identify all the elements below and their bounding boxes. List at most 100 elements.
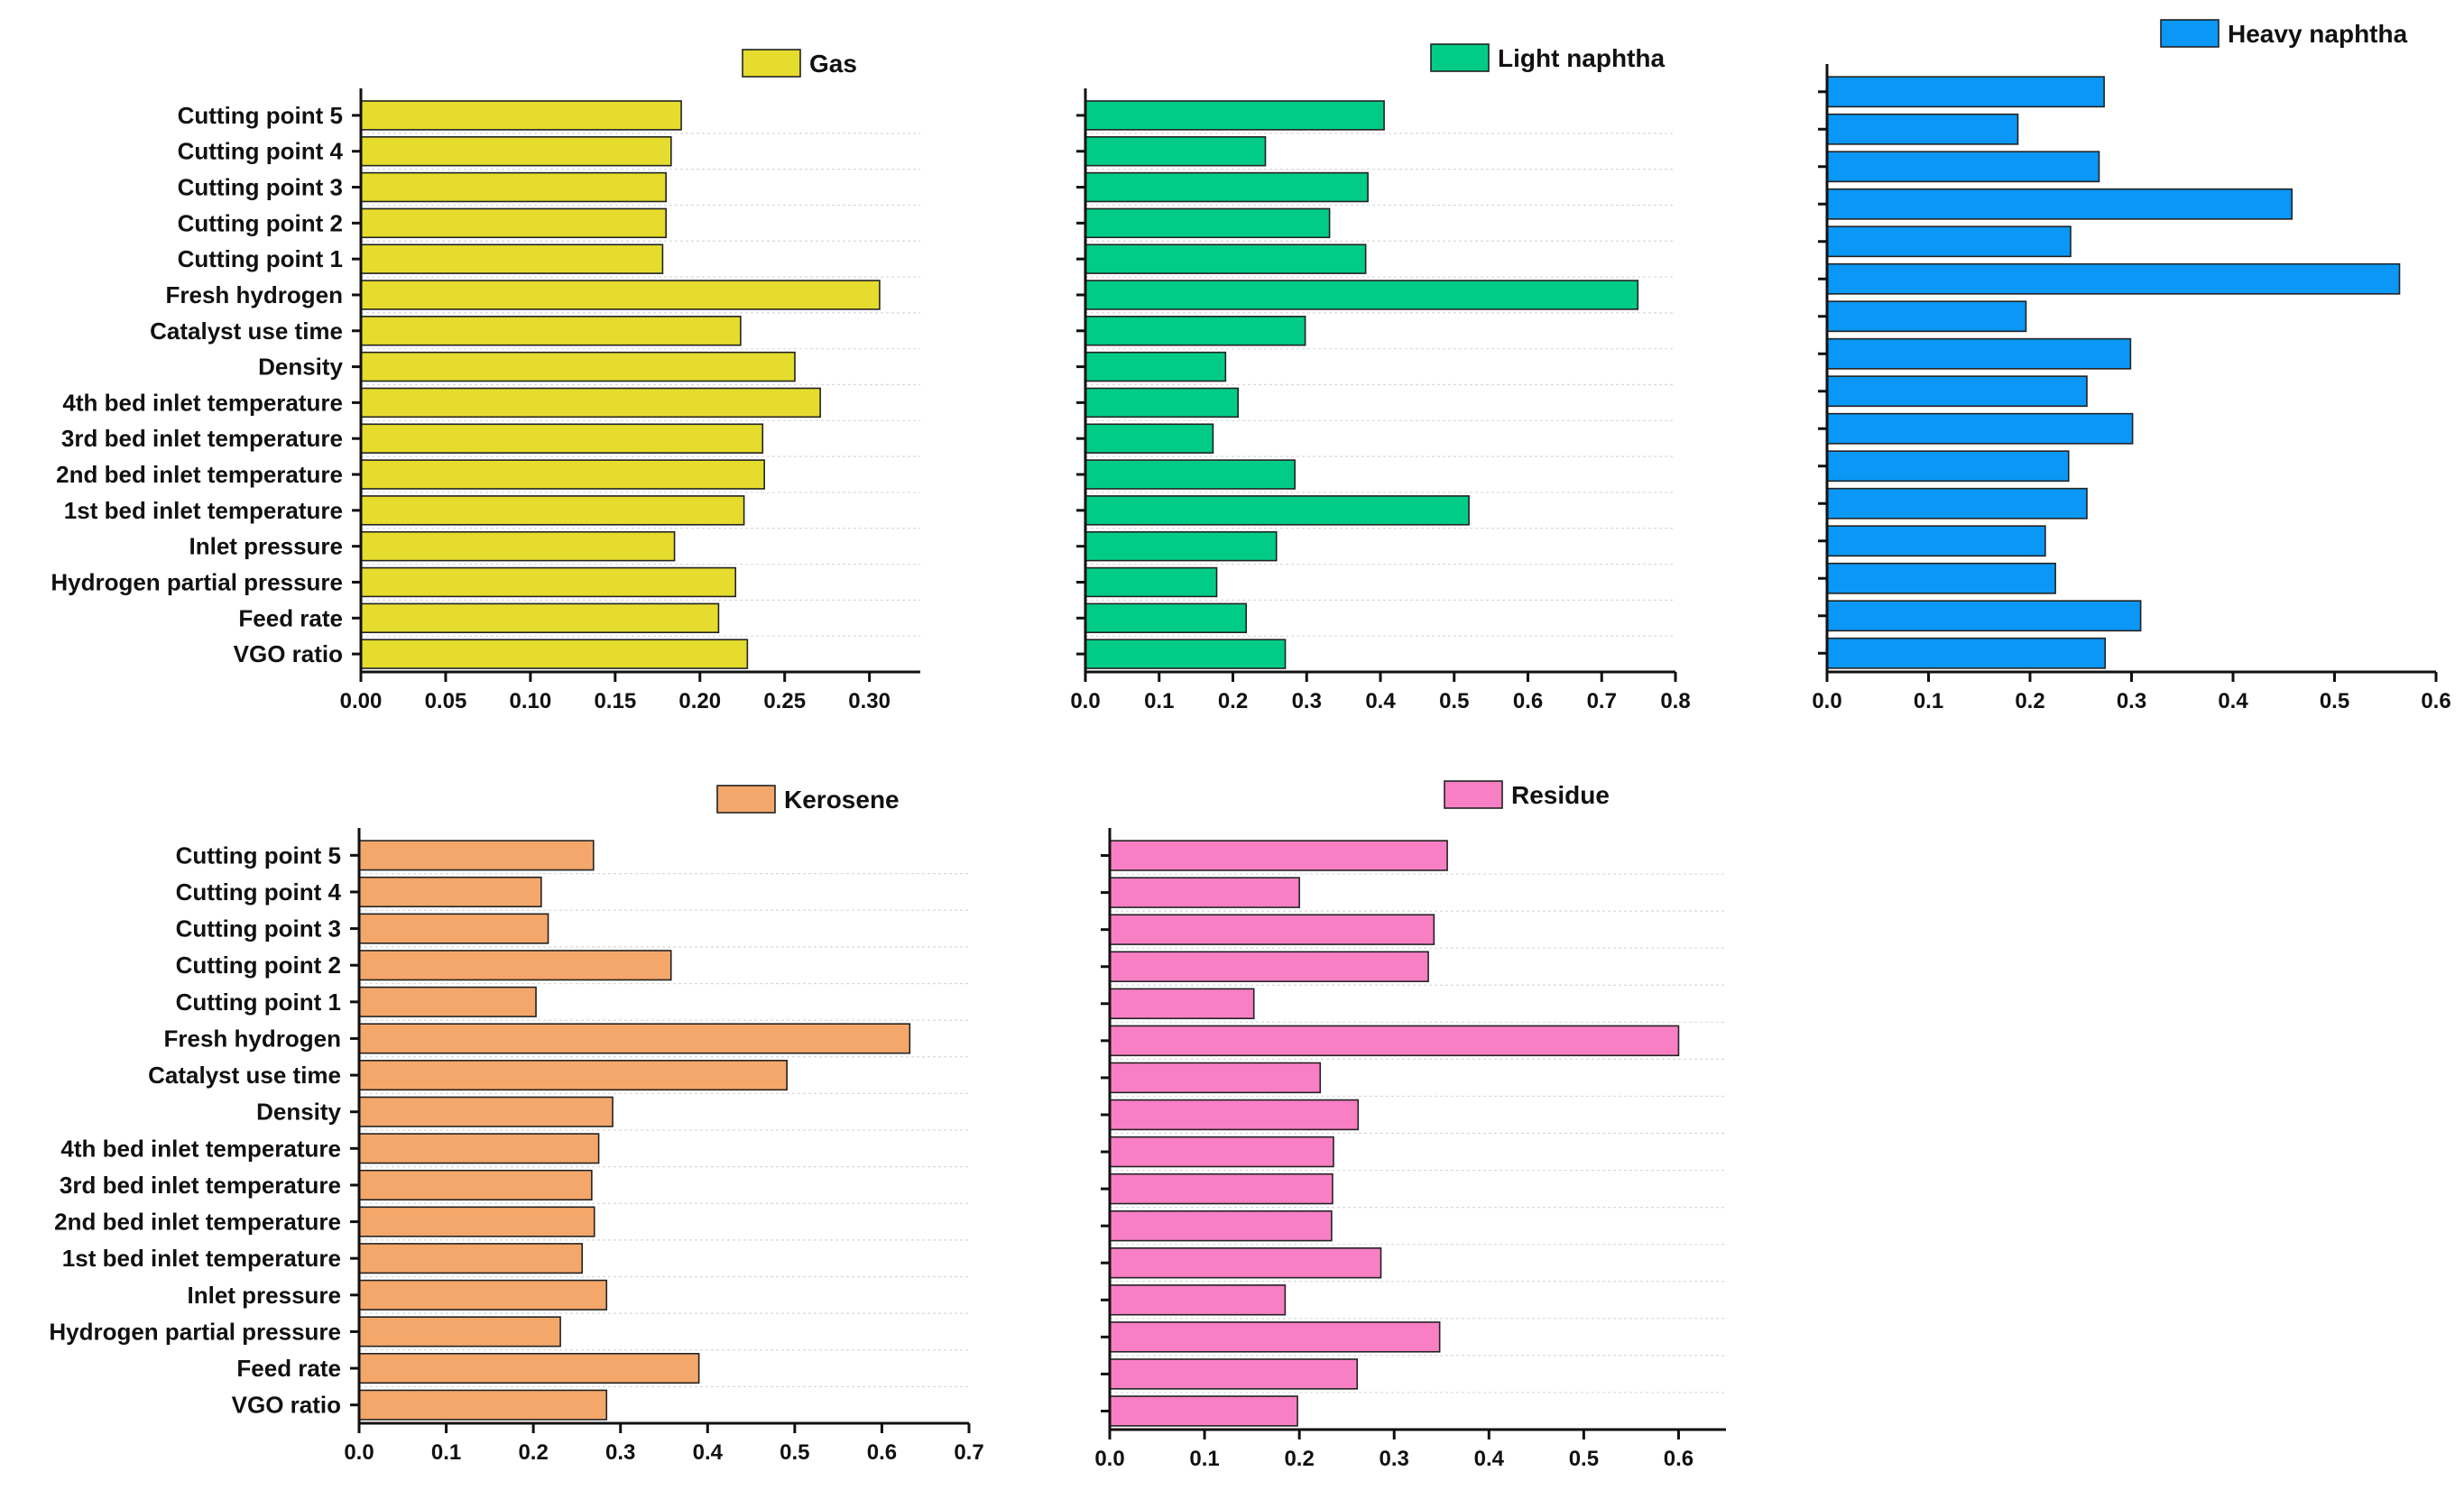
x-tick-label: 0.0 [1812,689,1841,713]
x-tick-label: 0.1 [431,1440,461,1465]
bar[interactable]: Hydrogen partial pressure: 0.348 [1109,1321,1441,1353]
legend-label: Heavy naphtha [2228,20,2408,48]
bar[interactable]: Cutting point 4: 0.183 [360,135,672,167]
bar[interactable]: Inlet pressure: 0.259 [1084,530,1278,562]
bar[interactable]: 3rd bed inlet temperature: 0.237 [360,423,764,454]
category-label: Density [258,354,343,381]
bar[interactable]: Cutting point 1: 0.178 [360,244,664,274]
bar[interactable]: Inlet pressure: 0.284 [358,1279,608,1311]
x-tick-label: 0.2 [518,1440,548,1465]
bar[interactable]: Cutting point 2: 0.358 [358,950,672,981]
bar[interactable]: Cutting point 2: 0.336 [1109,951,1429,982]
bar[interactable]: 3rd bed inlet temperature: 0.267 [358,1169,593,1200]
bar[interactable]: Density: 0.299 [1826,337,2132,370]
category-label: Feed rate [236,1355,341,1382]
bar[interactable]: Catalyst use time: 0.298 [1084,316,1306,346]
bar[interactable]: Feed rate: 0.39 [358,1353,700,1384]
category-label: 1st bed inlet temperature [62,1245,341,1272]
bar[interactable]: Cutting point 1: 0.38 [1084,244,1367,274]
bar[interactable]: Cutting point 1: 0.24 [1826,225,2072,258]
bar[interactable]: VGO ratio: 0.274 [1826,637,2107,669]
x-tick-label: 0.0 [1094,1447,1124,1471]
bar[interactable]: Catalyst use time: 0.491 [358,1060,788,1091]
bar[interactable]: Hydrogen partial pressure: 0.178 [1084,566,1218,598]
bar[interactable]: Cutting point 4: 0.209 [358,876,542,907]
bar[interactable]: 4th bed inlet temperature: 0.275 [358,1133,600,1164]
x-tick-label: 0.4 [2218,689,2248,713]
bar[interactable]: Feed rate: 0.309 [1826,600,2142,632]
bar[interactable]: Cutting point 3: 0.18 [360,171,667,203]
bar[interactable]: VGO ratio: 0.284 [358,1389,608,1421]
bar[interactable]: Cutting point 5: 0.273 [1826,76,2105,108]
bar[interactable]: 4th bed inlet temperature: 0.207 [1084,387,1240,418]
x-tick-label: 0.8 [1660,689,1690,713]
bar[interactable]: Feed rate: 0.261 [1109,1358,1359,1390]
category-label: Fresh hydrogen [164,1025,341,1052]
bar[interactable]: Fresh hydrogen: 0.632 [358,1023,911,1054]
bar[interactable]: Inlet pressure: 0.185 [360,530,676,562]
bar[interactable]: 2nd bed inlet temperature: 0.234 [1109,1209,1333,1242]
bar[interactable]: 4th bed inlet temperature: 0.236 [1109,1136,1334,1168]
bar[interactable]: Cutting point 3: 0.383 [1084,171,1369,203]
bar[interactable]: Cutting point 5: 0.405 [1084,100,1385,131]
bar[interactable]: Fresh hydrogen: 0.6 [1109,1025,1680,1057]
x-tick-label: 0.0 [1070,689,1100,713]
bar[interactable]: Cutting point 5: 0.269 [358,840,595,871]
bar[interactable]: Catalyst use time: 0.222 [1109,1062,1322,1094]
x-tick-label: 0.5 [2320,689,2349,713]
bar[interactable]: 1st bed inlet temperature: 0.256 [1826,487,2088,520]
bar[interactable]: 2nd bed inlet temperature: 0.284 [1084,459,1296,490]
bar[interactable]: 1st bed inlet temperature: 0.226 [360,495,745,526]
bar[interactable]: Inlet pressure: 0.185 [1109,1284,1287,1316]
bar[interactable]: Fresh hydrogen: 0.306 [360,280,881,310]
bar[interactable]: Cutting point 4: 0.188 [1826,113,2019,145]
x-tick-label: 0.5 [1439,689,1469,713]
bar[interactable]: Cutting point 4: 0.2 [1109,877,1300,908]
bar[interactable]: Hydrogen partial pressure: 0.231 [358,1316,561,1347]
bar[interactable]: Density: 0.256 [360,351,796,382]
bar[interactable]: VGO ratio: 0.271 [1084,639,1287,669]
bar[interactable]: 3rd bed inlet temperature: 0.173 [1084,423,1214,454]
bar[interactable]: 3rd bed inlet temperature: 0.301 [1826,412,2134,445]
bar[interactable]: 4th bed inlet temperature: 0.271 [360,387,821,418]
bar[interactable]: 2nd bed inlet temperature: 0.27 [358,1206,595,1237]
bar[interactable]: 1st bed inlet temperature: 0.52 [1084,495,1470,526]
bar[interactable]: Fresh hydrogen: 0.749 [1084,280,1639,310]
bar[interactable]: Fresh hydrogen: 0.564 [1826,262,2401,295]
bar[interactable]: Cutting point 2: 0.458 [1826,188,2293,220]
bar[interactable]: 4th bed inlet temperature: 0.256 [1826,375,2088,408]
bar[interactable]: Catalyst use time: 0.224 [360,316,742,346]
bar[interactable]: Cutting point 3: 0.217 [358,913,549,944]
bar[interactable]: Density: 0.291 [358,1096,614,1127]
bar[interactable]: Density: 0.262 [1109,1099,1360,1131]
bar[interactable]: Hydrogen partial pressure: 0.221 [360,566,737,598]
bar[interactable]: Cutting point 2: 0.331 [1084,207,1331,239]
bar[interactable]: 2nd bed inlet temperature: 0.238 [1826,450,2070,483]
bar[interactable]: Cutting point 1: 0.152 [1109,988,1255,1020]
category-label: VGO ratio [232,1392,341,1419]
bar[interactable]: Cutting point 3: 0.268 [1826,151,2100,183]
panel-kerosene: Cutting point 5: 0.269 Cutting point 5 Cut… [49,785,984,1465]
bar[interactable]: 3rd bed inlet temperature: 0.235 [1109,1173,1334,1205]
bar[interactable]: Cutting point 2: 0.18 [360,207,667,239]
bar[interactable]: 1st bed inlet temperature: 0.256 [358,1243,584,1274]
x-tick-label: 0.5 [780,1440,809,1465]
x-tick-label: 0.15 [594,689,636,713]
bar[interactable]: Feed rate: 0.218 [1084,602,1248,634]
bar[interactable]: VGO ratio: 0.228 [360,639,749,669]
bar[interactable]: 1st bed inlet temperature: 0.286 [1109,1246,1382,1279]
bar[interactable]: Inlet pressure: 0.215 [1826,525,2046,557]
bar[interactable]: Cutting point 4: 0.244 [1084,135,1267,167]
bar[interactable]: Feed rate: 0.211 [360,602,720,634]
bar[interactable]: Catalyst use time: 0.196 [1826,300,2027,333]
bar[interactable]: VGO ratio: 0.198 [1109,1395,1298,1427]
bar[interactable]: Cutting point 3: 0.342 [1109,914,1435,945]
category-label: 1st bed inlet temperature [64,497,343,524]
bar[interactable]: Cutting point 1: 0.203 [358,986,537,1017]
bar[interactable]: Density: 0.19 [1084,351,1227,382]
bar[interactable]: Hydrogen partial pressure: 0.225 [1826,562,2056,594]
bar[interactable]: 2nd bed inlet temperature: 0.238 [360,459,765,490]
panel-residue: Cutting point 5: 0.356 Cutting point 4: 0… [1094,780,1726,1471]
bar[interactable]: Cutting point 5: 0.189 [360,100,682,131]
bar[interactable]: Cutting point 5: 0.356 [1109,840,1448,871]
